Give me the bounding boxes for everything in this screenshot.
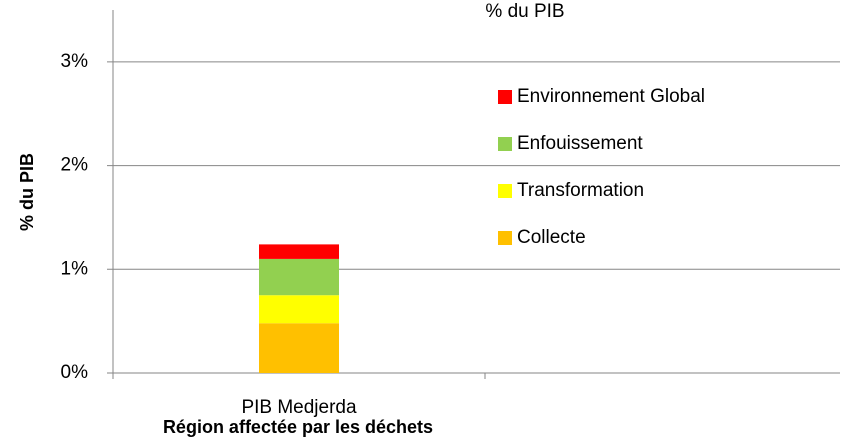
legend-label: Enfouissement [517,133,643,154]
chart-title: % du PIB [485,1,564,22]
bar-segment [259,244,339,259]
legend-swatch [498,90,512,104]
legend-label: Collecte [517,227,586,248]
bar-segment [259,295,339,324]
y-tick-label: 2% [61,155,89,176]
y-axis-label: % du PIB [17,153,37,231]
y-tick-label: 1% [61,258,89,279]
y-tick-label: 3% [61,51,89,72]
legend-swatch [498,231,512,245]
x-axis-label: Région affectée par les déchets [163,417,433,437]
bar-segment [259,258,339,296]
bar-segment [259,323,339,373]
x-tick-label: PIB Medjerda [241,397,357,418]
legend-label: Transformation [517,180,644,201]
legend-label: Environnement Global [517,86,705,107]
y-tick-label: 0% [61,362,89,383]
legend-swatch [498,137,512,151]
legend-swatch [498,184,512,198]
